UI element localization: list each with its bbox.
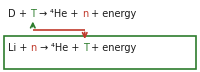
Text: n: n (31, 43, 37, 53)
Text: n: n (82, 9, 88, 19)
Text: +: + (19, 9, 30, 19)
Text: + energy: + energy (88, 9, 136, 19)
Text: ⁴He +: ⁴He + (50, 9, 82, 19)
Text: T: T (83, 43, 88, 53)
Text: →: → (36, 9, 50, 19)
Text: →: → (37, 43, 51, 53)
Text: + energy: + energy (88, 43, 137, 53)
Text: D: D (8, 9, 19, 19)
Text: Li +: Li + (8, 43, 30, 53)
Text: ⁴He +: ⁴He + (51, 43, 83, 53)
Text: T: T (30, 9, 36, 19)
